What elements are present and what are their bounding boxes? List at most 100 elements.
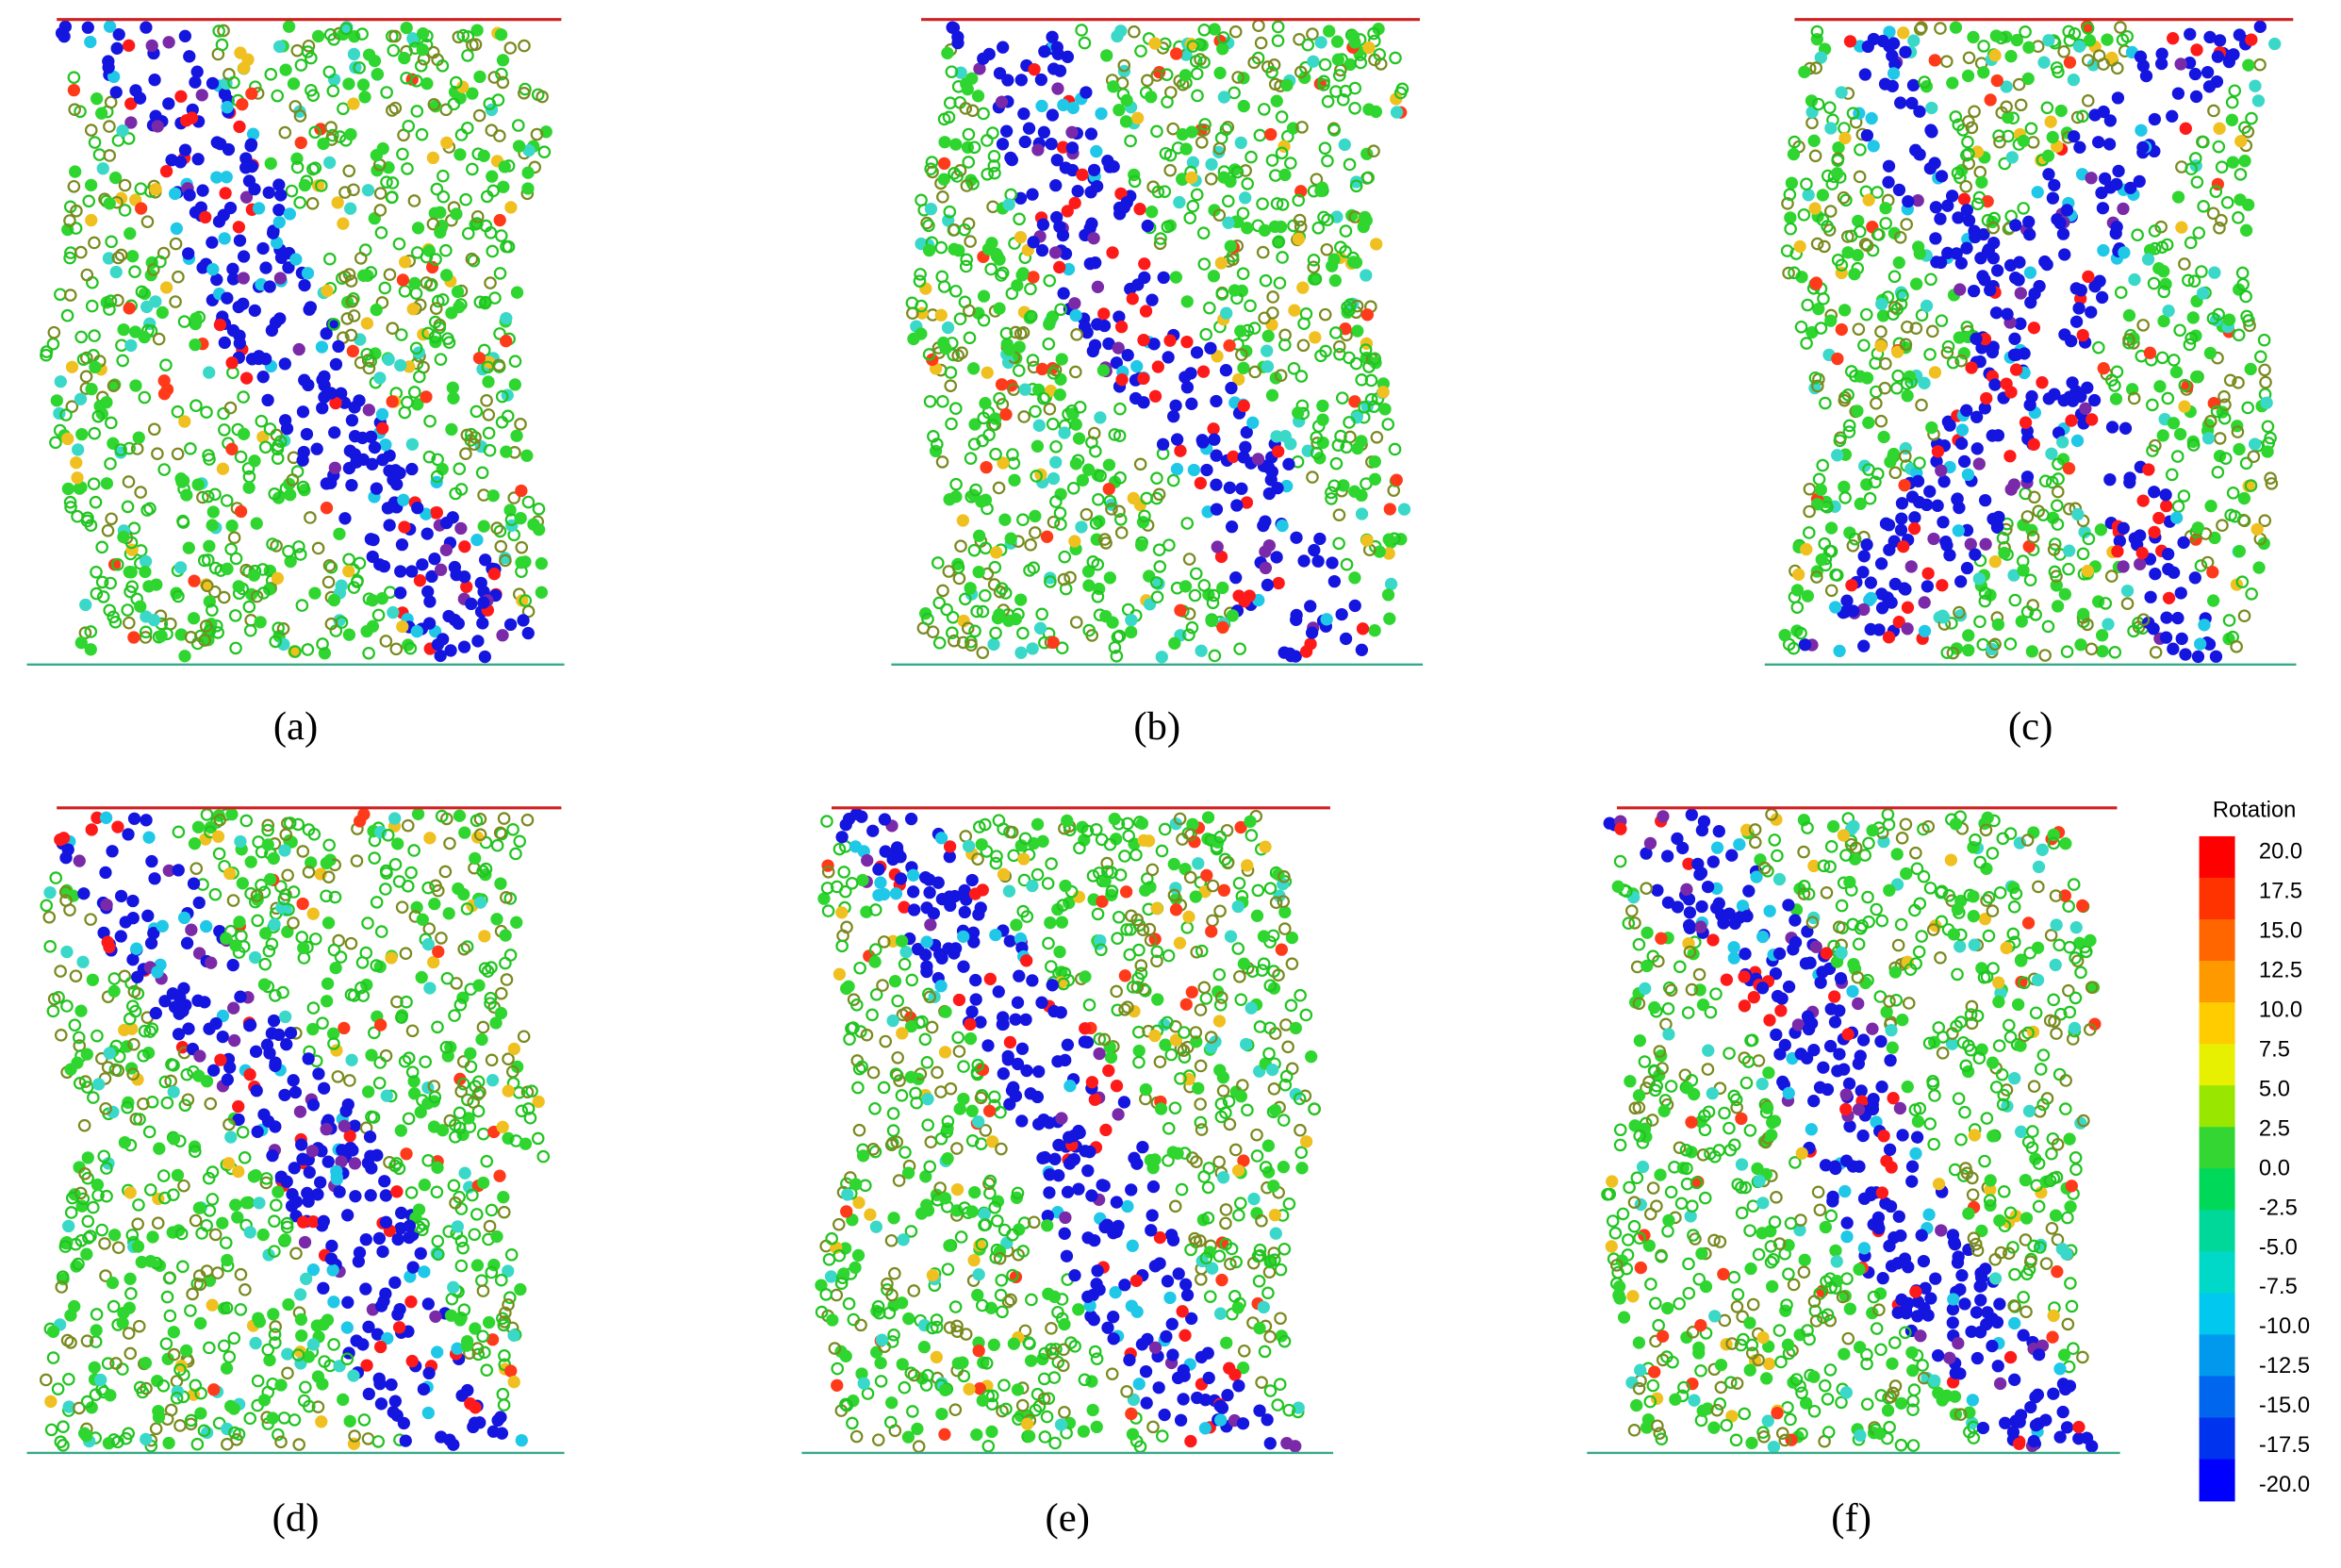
particle bbox=[1309, 272, 1323, 286]
particle bbox=[1891, 369, 1904, 383]
particle bbox=[866, 824, 880, 837]
particle bbox=[953, 164, 967, 177]
particle bbox=[1054, 518, 1067, 531]
particle bbox=[950, 1204, 964, 1217]
particle bbox=[2056, 227, 2070, 240]
particle bbox=[395, 900, 409, 914]
particle bbox=[1334, 429, 1347, 443]
particle bbox=[217, 590, 231, 604]
particle bbox=[145, 39, 158, 53]
particle bbox=[146, 1230, 159, 1244]
particle bbox=[1278, 140, 1291, 153]
particle bbox=[138, 330, 151, 344]
particle bbox=[476, 1284, 490, 1297]
particle bbox=[470, 24, 484, 37]
particle bbox=[343, 1414, 356, 1428]
particle bbox=[936, 584, 949, 598]
particle bbox=[1080, 507, 1094, 521]
particle bbox=[1308, 543, 1321, 557]
particle bbox=[163, 1309, 177, 1323]
particle bbox=[320, 995, 334, 1008]
particle bbox=[861, 853, 874, 867]
particle bbox=[1056, 140, 1070, 154]
particle bbox=[944, 366, 958, 379]
particle bbox=[2207, 104, 2220, 118]
particle bbox=[973, 62, 986, 75]
particle bbox=[1898, 582, 1911, 595]
particle bbox=[247, 569, 261, 582]
particle bbox=[1162, 351, 1175, 364]
particle bbox=[1235, 348, 1248, 362]
particle bbox=[1055, 353, 1068, 366]
particle bbox=[1221, 194, 1235, 208]
particle bbox=[263, 422, 277, 436]
particle bbox=[2206, 566, 2219, 579]
particle bbox=[2023, 228, 2036, 241]
particle bbox=[1265, 318, 1278, 332]
particle bbox=[512, 140, 526, 153]
particle bbox=[396, 273, 410, 287]
particle bbox=[333, 527, 346, 540]
particle bbox=[1895, 497, 1909, 510]
particle bbox=[1094, 411, 1107, 424]
particle bbox=[439, 516, 453, 530]
particle bbox=[206, 236, 219, 249]
particle bbox=[217, 1339, 231, 1353]
particle bbox=[1925, 324, 1939, 338]
particle bbox=[172, 864, 185, 877]
particle bbox=[306, 1338, 321, 1351]
particle bbox=[2072, 302, 2085, 315]
particle bbox=[374, 925, 388, 938]
particle bbox=[1143, 598, 1157, 611]
particle bbox=[50, 394, 63, 407]
particle bbox=[2122, 308, 2136, 322]
particle bbox=[1275, 110, 1289, 124]
particle bbox=[486, 244, 500, 258]
particle bbox=[1047, 515, 1061, 529]
particle bbox=[362, 1320, 375, 1333]
particle bbox=[1888, 270, 1902, 284]
particle bbox=[2161, 547, 2175, 561]
particle bbox=[1053, 388, 1066, 402]
particle bbox=[79, 598, 92, 612]
particle bbox=[520, 813, 535, 827]
particle bbox=[250, 589, 264, 603]
particle bbox=[1241, 1103, 1254, 1117]
particle bbox=[225, 520, 239, 533]
particle bbox=[2013, 256, 2026, 269]
particle bbox=[42, 910, 57, 924]
particle bbox=[1155, 651, 1168, 664]
particle bbox=[472, 108, 486, 123]
particle bbox=[1040, 1410, 1054, 1424]
particle bbox=[1075, 24, 1088, 37]
particle bbox=[485, 1053, 499, 1067]
particle bbox=[373, 204, 387, 217]
particle bbox=[108, 616, 123, 629]
particle bbox=[1194, 476, 1207, 490]
particle bbox=[1103, 160, 1116, 173]
particle bbox=[227, 1001, 240, 1015]
particle bbox=[1244, 299, 1257, 313]
particle bbox=[295, 599, 309, 612]
particle bbox=[327, 943, 341, 957]
particle bbox=[99, 811, 113, 824]
particle bbox=[1126, 292, 1139, 305]
particle bbox=[89, 360, 102, 374]
particle bbox=[208, 887, 223, 901]
particle bbox=[252, 202, 266, 215]
particle bbox=[420, 390, 433, 404]
particle bbox=[190, 312, 203, 325]
particle bbox=[107, 1229, 122, 1242]
particle bbox=[902, 1312, 915, 1326]
particle bbox=[1897, 26, 1910, 40]
particle bbox=[1778, 628, 1791, 642]
particle bbox=[2156, 429, 2169, 442]
particle bbox=[208, 1228, 223, 1242]
particle bbox=[1987, 236, 2001, 250]
particle bbox=[417, 1382, 431, 1396]
particle bbox=[377, 1295, 390, 1308]
particle bbox=[1831, 352, 1844, 366]
particle bbox=[310, 442, 323, 455]
particle bbox=[391, 837, 404, 850]
particle bbox=[1184, 38, 1198, 51]
